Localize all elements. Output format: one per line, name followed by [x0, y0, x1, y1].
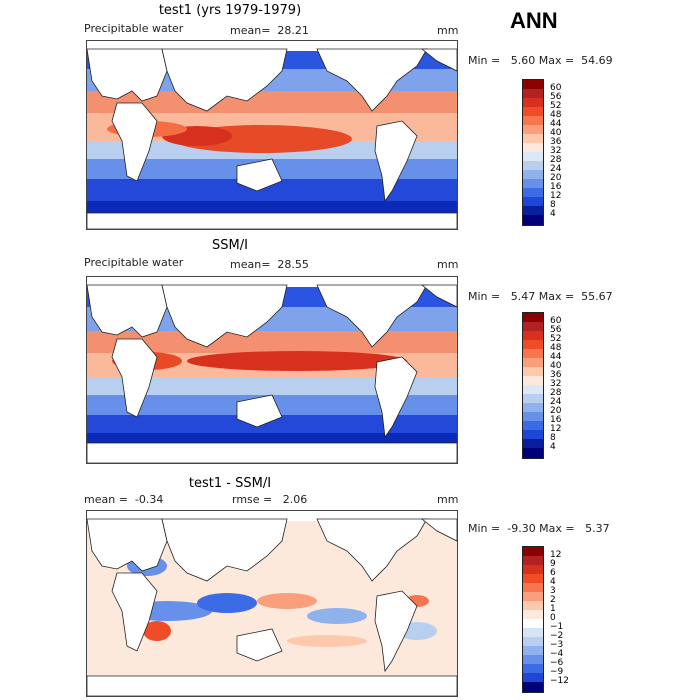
panel2-map — [86, 276, 458, 464]
panel3-colorbar-label: −2 — [550, 631, 564, 641]
panel3-rmse: rmse = 2.06 — [232, 493, 308, 506]
panel2-colorbar-label: 60 — [550, 316, 562, 326]
panel1-colorbar-label: 28 — [550, 155, 562, 165]
panel1-map-svg — [87, 41, 457, 229]
panel2-colorbar-label: 16 — [550, 415, 562, 425]
panel2-colorbar — [522, 312, 544, 459]
panel3-colorbar-label: 3 — [550, 586, 556, 596]
panel2-colorbar-label: 32 — [550, 379, 562, 389]
panel1-colorbar-label: 12 — [550, 191, 562, 201]
panel1-colorbar-label: 16 — [550, 182, 562, 192]
panel2-colorbar-label: 8 — [550, 433, 556, 443]
season-label: ANN — [510, 8, 558, 33]
panel2-colorbar-label: 44 — [550, 352, 562, 362]
panel1-units: mm — [437, 24, 459, 37]
panel3-colorbar-label: 12 — [550, 550, 562, 560]
panel3-colorbar-label: −4 — [550, 649, 564, 659]
panel3-map-svg — [87, 511, 457, 696]
panel3-colorbar-label: −6 — [550, 658, 564, 668]
panel1-colorbar-label: 56 — [550, 92, 562, 102]
panel1-colorbar-label: 40 — [550, 128, 562, 138]
panel3-units: mm — [437, 493, 459, 506]
panel1-colorbar-label: 8 — [550, 200, 556, 210]
panel2-colorbar-label: 36 — [550, 370, 562, 380]
panel1-minmax: Min = 5.60 Max = 54.69 — [468, 54, 613, 67]
panel3-minmax: Min = -9.30 Max = 5.37 — [468, 522, 610, 535]
panel2-colorbar-label: 48 — [550, 343, 562, 353]
panel3-colorbar-label: −9 — [550, 667, 564, 677]
panel1-colorbar-label: 20 — [550, 173, 562, 183]
panel1-colorbar-label: 48 — [550, 110, 562, 120]
panel3-colorbar-label: 6 — [550, 568, 556, 578]
panel3-colorbar-label: 4 — [550, 577, 556, 587]
panel3-colorbar-label: 0 — [550, 613, 556, 623]
panel3-colorbar — [522, 546, 544, 693]
panel3-colorbar-label: 9 — [550, 559, 556, 569]
panel3-colorbar-label: −1 — [550, 622, 564, 632]
panel3-mean: mean = -0.34 — [84, 493, 164, 506]
panel2-minmax: Min = 5.47 Max = 55.67 — [468, 290, 613, 303]
panel1-colorbar-label: 60 — [550, 83, 562, 93]
panel3-colorbar-label: 1 — [550, 604, 556, 614]
panel2-colorbar-label: 12 — [550, 424, 562, 434]
panel1-map — [86, 40, 458, 230]
panel1-mean: mean= 28.21 — [230, 24, 309, 37]
panel2-mean: mean= 28.55 — [230, 258, 309, 271]
panel1-colorbar-label: 44 — [550, 119, 562, 129]
panel2-colorbar-label: 4 — [550, 442, 556, 452]
panel2-variable: Precipitable water — [84, 256, 184, 269]
panel2-colorbar-label: 28 — [550, 388, 562, 398]
panel2-colorbar-label: 24 — [550, 397, 562, 407]
panel1-colorbar-label: 24 — [550, 164, 562, 174]
panel3-colorbar-label: 2 — [550, 595, 556, 605]
panel1-title: test1 (yrs 1979-1979) — [158, 3, 302, 18]
panel3-colorbar-label: −3 — [550, 640, 564, 650]
panel2-map-svg — [87, 277, 457, 463]
panel2-title: SSM/I — [212, 238, 248, 253]
panel1-colorbar-label: 4 — [550, 209, 556, 219]
panel3-colorbar-label: −12 — [550, 676, 569, 686]
panel2-colorbar-label: 52 — [550, 334, 562, 344]
panel1-colorbar-label: 52 — [550, 101, 562, 111]
panel1-colorbar-label: 32 — [550, 146, 562, 156]
panel2-colorbar-label: 20 — [550, 406, 562, 416]
panel3-title: test1 - SSM/I — [188, 476, 272, 491]
panel2-units: mm — [437, 258, 459, 271]
panel2-colorbar-label: 56 — [550, 325, 562, 335]
panel1-colorbar-label: 36 — [550, 137, 562, 147]
panel3-map — [86, 510, 458, 697]
panel1-variable: Precipitable water — [84, 22, 184, 35]
panel1-colorbar — [522, 79, 544, 226]
panel2-colorbar-label: 40 — [550, 361, 562, 371]
